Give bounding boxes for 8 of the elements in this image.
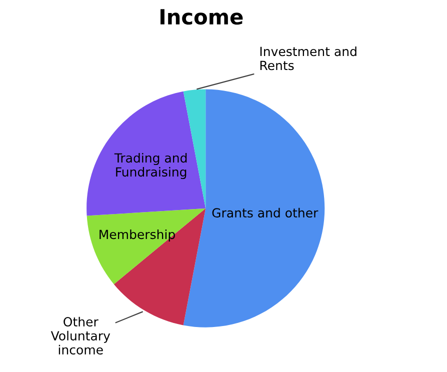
- pie-slice: [86, 208, 206, 284]
- slice-label: Other Voluntary income: [50, 316, 110, 355]
- chart-title: Income: [160, 9, 243, 25]
- pie-slice: [86, 91, 206, 216]
- slice-label: Grants and other: [212, 208, 318, 218]
- slice-label: Investment and Rents: [260, 46, 356, 70]
- slice-label: Trading and Fundraising: [114, 152, 187, 180]
- slice-label: Membership: [100, 229, 175, 242]
